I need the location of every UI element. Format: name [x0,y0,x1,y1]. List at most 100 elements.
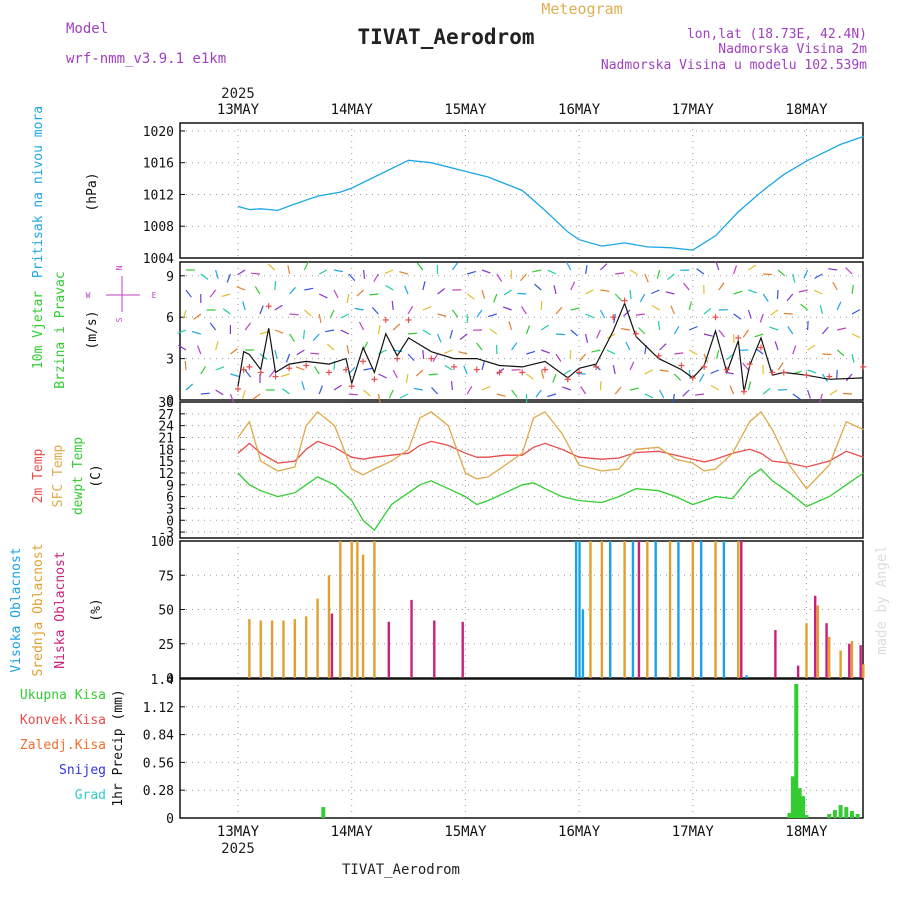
precip-bar [801,796,805,818]
wind-arrow [570,350,571,359]
y-tick-label: 0.84 [143,729,174,744]
low-cloud-bar [462,622,464,678]
low-cloud-bar [388,622,390,678]
mid-cloud-bar [851,641,853,678]
wind-arrow [600,381,601,390]
wind-arrow [201,393,210,394]
wind-arrow [787,294,793,301]
precip-bar [850,811,854,818]
wind-arrow [567,262,571,270]
wind-arrow [770,327,779,330]
low-cloud-bar [331,614,333,678]
low-cloud-bar [859,645,861,678]
wind-arrow [194,314,201,319]
wind-arrow [683,390,690,396]
precip-bar [794,684,798,818]
wind-arrow [467,386,472,394]
wind-arrow [290,334,295,342]
wind-arrow [556,354,561,362]
wind-arrow [571,282,575,290]
wind-arrow [512,343,517,350]
wind-arrow [334,270,343,272]
y-tick-label: 6 [166,311,174,326]
wind-arrow [364,390,371,396]
wind-arrow [659,321,660,330]
wind-arrow [660,344,667,350]
wind-arrow [417,263,423,270]
temp2m-line [238,441,863,467]
wind-arrow [400,394,408,398]
wind-arrow [743,330,748,337]
wind-arrow [556,334,565,335]
low-cloud-bar [825,623,827,678]
mid-cloud-label: Srednja Oblacnost [31,543,46,676]
precip-bar [827,814,831,818]
mid-cloud-bar [305,616,307,678]
mid-cloud-bar [282,620,284,678]
wind-arrow [833,282,837,290]
wind-arrow [748,265,756,270]
mid-cloud-bar [328,575,330,678]
wind-arrow [689,327,697,331]
wind-unit: (m/s) [85,310,100,349]
wind-arrow [216,270,219,279]
wind-arrow [432,387,438,394]
wind-arrow [755,334,764,337]
wind-arrow [290,287,296,294]
mid-cloud-bar [294,619,296,678]
wind-arrow [526,326,529,335]
wind-arrow [511,270,512,279]
wind-arrow [804,270,808,278]
wind-arrow [674,353,683,354]
y-tick-label: 75 [158,569,174,584]
low-cloud-bar [410,600,412,678]
wind-arrow [330,310,334,318]
wind-arrow [385,270,393,273]
y-tick-label: 1.4 [151,673,175,688]
wind-arrow [227,274,230,282]
wind-arrow [423,281,425,290]
wind-arrow [778,270,785,276]
mid-cloud-bar [623,541,625,678]
wind-arrow [386,285,394,290]
wind-arrow [275,281,276,290]
mid-cloud-bar [646,541,648,678]
y-tick-label: 1016 [143,157,174,172]
y-tick-label: 0.28 [143,784,174,799]
high-cloud-bar [745,675,747,678]
year-bottom-label: 2025 [221,841,255,857]
model-label: Model [66,21,108,37]
wind-arrow [393,324,400,330]
panel-frame [180,262,863,400]
low-cloud-label: Niska Oblacnost [53,551,68,668]
mid-cloud-bar [248,619,250,678]
y-tick-label: 100 [151,535,174,550]
wind-arrow [674,374,680,381]
wind-arrow [444,350,452,353]
x-tick-label-top: 16MAY [558,102,601,118]
wind-arrow [186,290,191,297]
mid-cloud-bar [351,541,353,678]
wind-arrow [730,386,734,394]
wind-arrow [614,314,615,323]
wind-arrow [429,374,438,375]
compass-s: S [115,317,124,322]
mid-cloud-bar [589,541,591,678]
wind-arrow [334,290,338,298]
wind-arrow [846,268,852,274]
wind-arrow [488,314,497,317]
wind-arrow [230,349,237,354]
wind-arrow [541,350,550,353]
wind-arrow [223,309,230,314]
wind-arrow [216,367,224,370]
wind-arrow [497,274,502,282]
wind-arrow [640,294,645,302]
pressure-label: Pritisak na nivou mora [31,106,46,278]
wind-arrow [630,290,631,299]
wind-arrow [660,370,669,371]
y-tick-label: 1012 [143,188,174,203]
mid-cloud-bar [601,541,603,678]
wind-arrow [843,394,852,395]
precip-bar [798,788,802,818]
